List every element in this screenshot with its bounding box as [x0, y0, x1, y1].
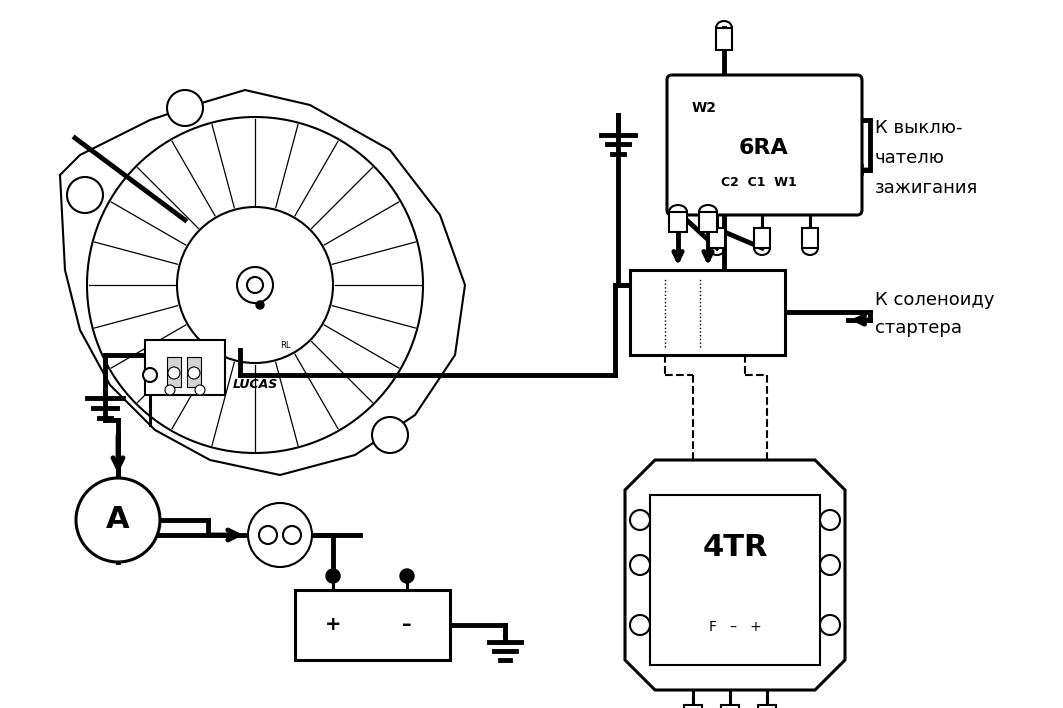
Text: C2  C1  W1: C2 C1 W1: [721, 176, 797, 188]
Circle shape: [372, 417, 408, 453]
Circle shape: [820, 615, 840, 635]
Circle shape: [188, 367, 200, 379]
Circle shape: [259, 526, 277, 544]
Text: W2: W2: [692, 101, 718, 115]
Text: чателю: чателю: [875, 149, 945, 167]
Bar: [709, 228, 725, 248]
Circle shape: [75, 478, 161, 562]
Circle shape: [820, 555, 840, 575]
Text: LUCAS: LUCAS: [233, 379, 277, 392]
Bar: [630, 270, 784, 355]
Text: 6RA: 6RA: [739, 138, 789, 158]
Circle shape: [195, 385, 205, 395]
Circle shape: [326, 569, 340, 583]
Circle shape: [820, 510, 840, 530]
Bar: [699, 212, 718, 232]
Circle shape: [283, 526, 301, 544]
Circle shape: [256, 301, 264, 309]
Text: зажигания: зажигания: [875, 179, 978, 197]
Bar: [145, 340, 225, 395]
Text: –: –: [402, 615, 411, 634]
Text: К соленоиду: К соленоиду: [875, 291, 995, 309]
Circle shape: [67, 177, 103, 213]
Text: К выклю-: К выклю-: [875, 119, 962, 137]
Bar: [754, 228, 770, 248]
Circle shape: [630, 510, 649, 530]
Polygon shape: [60, 90, 465, 475]
Circle shape: [168, 367, 180, 379]
Text: стартера: стартера: [875, 319, 962, 337]
Text: F   –   +: F – +: [709, 620, 761, 634]
Circle shape: [144, 368, 157, 382]
FancyBboxPatch shape: [667, 75, 862, 215]
Bar: [721, 705, 739, 708]
Text: 4TR: 4TR: [703, 532, 767, 561]
Circle shape: [237, 267, 273, 303]
Circle shape: [400, 569, 414, 583]
Text: A: A: [106, 506, 130, 535]
Bar: [187, 357, 201, 387]
Text: +: +: [325, 615, 341, 634]
Bar: [649, 495, 820, 665]
Text: RL: RL: [280, 341, 290, 350]
Polygon shape: [625, 460, 845, 690]
Bar: [167, 357, 181, 387]
Circle shape: [248, 503, 313, 567]
Bar: [758, 705, 776, 708]
Circle shape: [630, 555, 649, 575]
Circle shape: [165, 385, 175, 395]
Bar: [684, 705, 702, 708]
Bar: [296, 590, 450, 660]
Bar: [802, 228, 819, 248]
Bar: [669, 212, 687, 232]
Bar: [716, 28, 732, 50]
Circle shape: [630, 615, 649, 635]
Circle shape: [167, 90, 203, 126]
